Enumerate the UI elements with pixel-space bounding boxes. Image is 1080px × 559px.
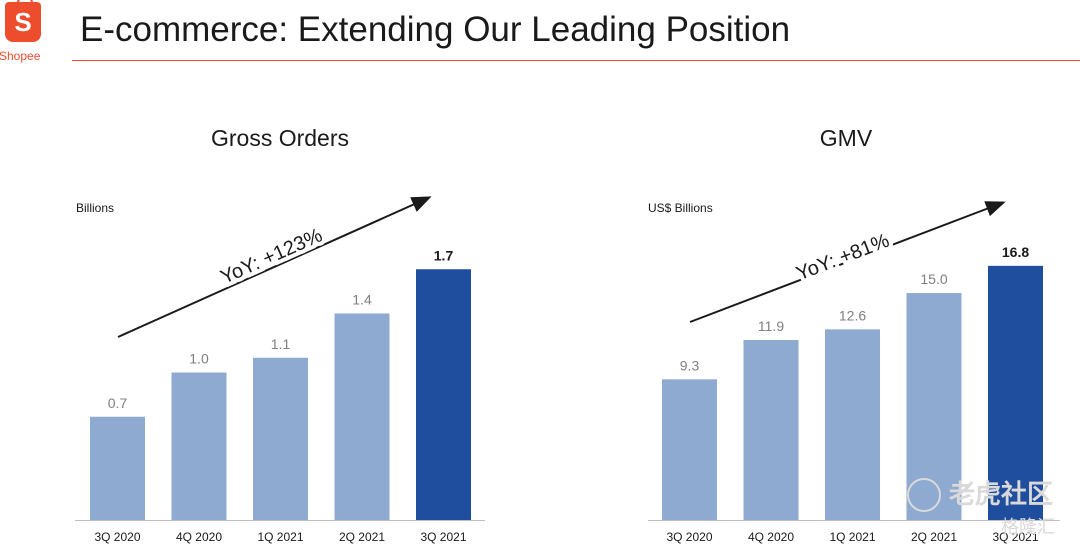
chart-title-gross-orders: Gross Orders bbox=[210, 125, 350, 151]
watermark-text-1: 老虎社区 bbox=[949, 479, 1054, 509]
bar bbox=[743, 339, 799, 520]
value-label: 0.7 bbox=[108, 395, 128, 411]
yoy-annotation: YoY: +81% bbox=[793, 230, 892, 286]
watermark-text-2: 格隆汇 bbox=[1001, 517, 1055, 537]
bar bbox=[662, 379, 717, 520]
value-label: 1.1 bbox=[271, 336, 291, 352]
trend-arrow bbox=[689, 201, 1006, 323]
bar bbox=[171, 372, 227, 520]
page-title: E-commerce: Extending Our Leading Positi… bbox=[80, 10, 791, 49]
value-label: 15.0 bbox=[920, 271, 947, 287]
bar bbox=[825, 329, 880, 520]
value-label: 12.6 bbox=[839, 307, 866, 323]
category-label: 4Q 2020 bbox=[748, 530, 794, 544]
logo-text: Shopee bbox=[0, 49, 41, 63]
logo-letter: S bbox=[14, 7, 32, 37]
category-label: 3Q 2020 bbox=[94, 530, 140, 544]
category-label: 3Q 2020 bbox=[666, 530, 712, 544]
bar bbox=[334, 313, 390, 520]
shopping-bag-icon: S bbox=[5, 0, 41, 42]
title-divider bbox=[72, 60, 1080, 61]
chart-title-gmv: GMV bbox=[819, 125, 873, 151]
value-label: 9.3 bbox=[680, 357, 700, 373]
bar bbox=[988, 265, 1043, 520]
value-label: 1.7 bbox=[434, 247, 454, 263]
category-label: 1Q 2021 bbox=[829, 530, 875, 544]
bar bbox=[253, 357, 308, 520]
trend-arrow bbox=[117, 196, 432, 338]
shopee-logo: S Shopee bbox=[0, 0, 50, 66]
bag-handle bbox=[17, 0, 33, 6]
category-label: 3Q 2021 bbox=[420, 530, 466, 544]
watermark: 老虎社区 格隆汇 bbox=[905, 476, 1080, 556]
value-label: 1.4 bbox=[352, 292, 372, 308]
watermark-icon bbox=[907, 478, 941, 512]
bar bbox=[416, 269, 471, 520]
value-label: 16.8 bbox=[1002, 244, 1029, 260]
category-label: 1Q 2021 bbox=[257, 530, 303, 544]
value-label: 11.9 bbox=[758, 318, 784, 334]
bar bbox=[90, 416, 145, 520]
value-label: 1.0 bbox=[189, 351, 209, 367]
category-label: 3Q 2021 bbox=[992, 530, 1038, 544]
category-label: 2Q 2021 bbox=[339, 530, 385, 544]
category-label: 2Q 2021 bbox=[911, 530, 957, 544]
unit-label-gross-orders: Billions bbox=[76, 201, 115, 215]
category-label: 4Q 2020 bbox=[176, 530, 222, 544]
unit-label-gmv: US$ Billions bbox=[648, 201, 713, 215]
